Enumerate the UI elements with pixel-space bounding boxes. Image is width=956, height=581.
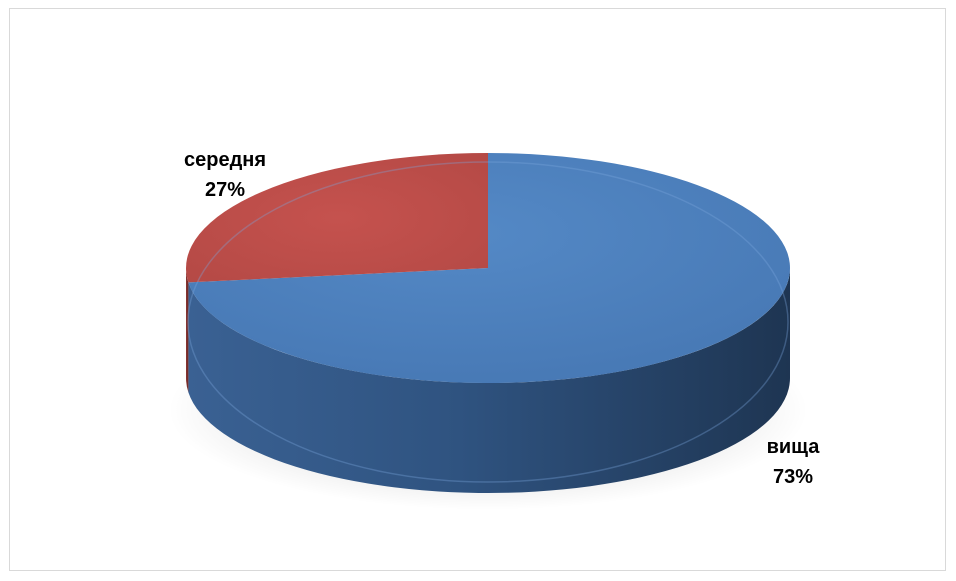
data-label-category-середня: середня xyxy=(184,149,266,171)
pie-tops xyxy=(186,153,790,383)
data-label-percent-вища: 73% xyxy=(773,466,813,488)
slice-середня xyxy=(186,153,488,282)
data-label-category-вища: вища xyxy=(767,436,821,458)
data-label-percent-середня: 27% xyxy=(205,179,245,201)
